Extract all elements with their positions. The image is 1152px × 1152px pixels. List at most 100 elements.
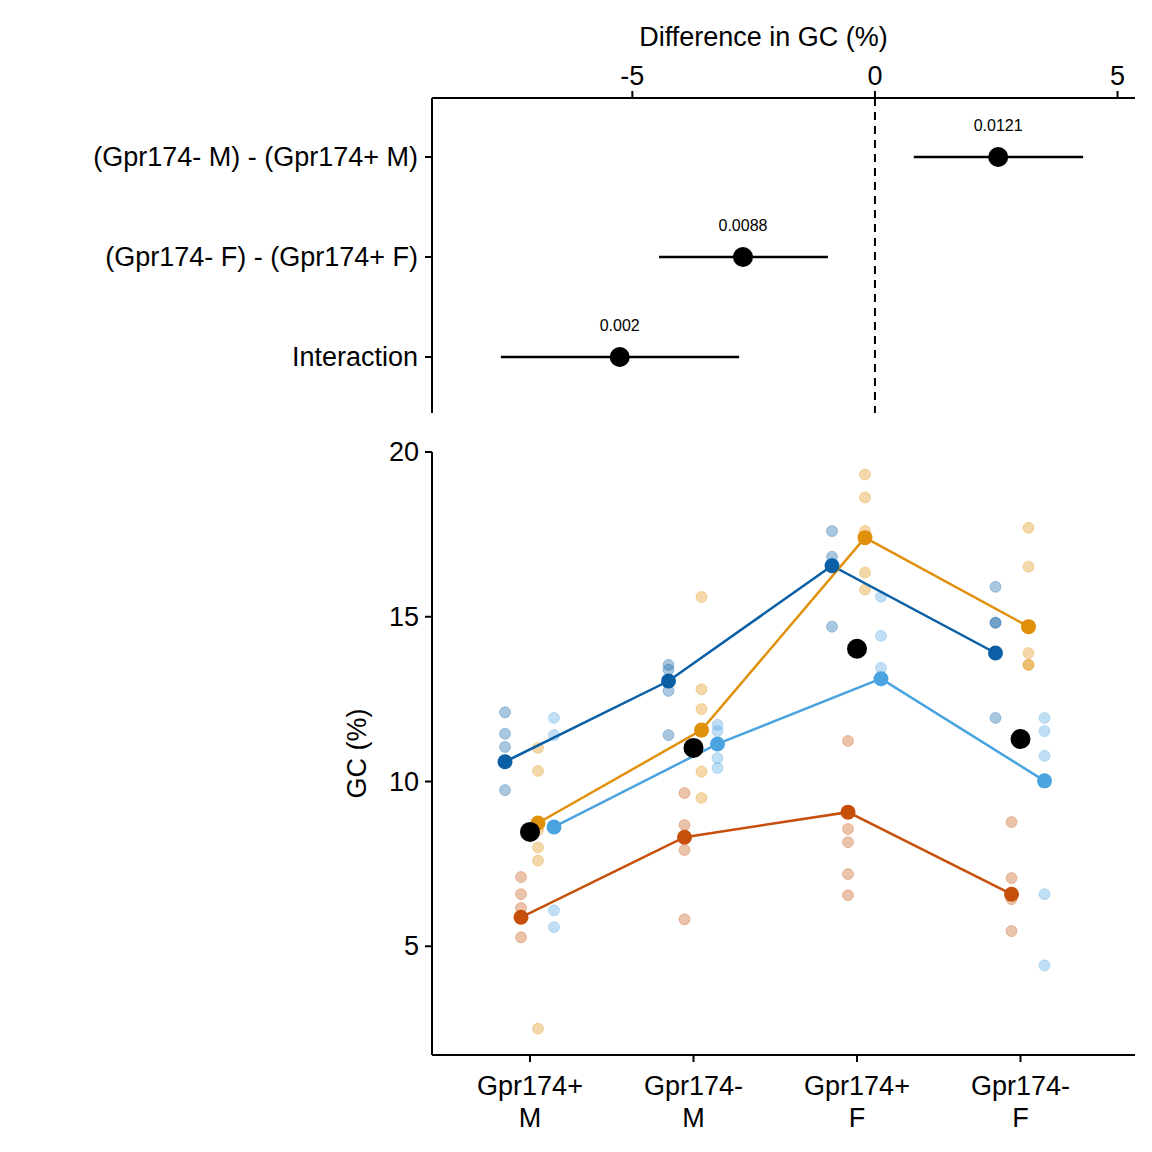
observation [843, 735, 854, 746]
overall-mean [847, 639, 867, 659]
group-mean [694, 723, 709, 738]
observation [500, 728, 511, 739]
observation [516, 872, 527, 883]
observation [860, 567, 871, 578]
group-mean [988, 646, 1003, 661]
observation [990, 581, 1001, 592]
observation [696, 766, 707, 777]
y-tick [425, 781, 432, 783]
series-line [521, 812, 1012, 917]
x-tick [529, 1055, 531, 1062]
x-axis [432, 97, 1135, 99]
observation [712, 726, 723, 737]
observation [990, 617, 1001, 628]
x-tick-label: Gpr174-M [644, 1071, 743, 1133]
x-tick-label: -5 [620, 61, 644, 91]
overall-mean [520, 822, 540, 842]
group-mean [498, 754, 513, 769]
x-tick-label-line: Gpr174+ [804, 1071, 910, 1101]
y-tick [425, 156, 432, 158]
y-tick-label: (Gpr174- F) - (Gpr174+ F) [105, 242, 418, 272]
observation [990, 617, 1001, 628]
group-mean [841, 805, 856, 820]
group-mean [710, 736, 725, 751]
y-tick-label: (Gpr174- M) - (Gpr174+ M) [93, 142, 418, 172]
y-tick-label: 15 [389, 602, 419, 632]
observation [696, 684, 707, 695]
x-tick [1020, 1055, 1022, 1062]
y-tick-label: Interaction [292, 342, 418, 372]
x-tick [631, 91, 633, 98]
observation [1039, 726, 1050, 737]
observation [533, 1023, 544, 1034]
p-value: 0.0088 [719, 217, 768, 234]
x-tick [874, 91, 876, 98]
series-line [505, 566, 996, 762]
observation [549, 712, 560, 723]
group-mean [1004, 887, 1019, 902]
x-tick-label-line: Gpr174- [971, 1071, 1070, 1101]
x-tick-label: 0 [867, 61, 882, 91]
group-mean [547, 819, 562, 834]
observation [1039, 750, 1050, 761]
y-tick [425, 356, 432, 358]
x-tick [693, 1055, 695, 1062]
observation [1023, 659, 1034, 670]
observation [1039, 889, 1050, 900]
observation [1023, 561, 1034, 572]
observation [533, 855, 544, 866]
chart: Difference in GC (%) -5 0 5 (Gpr174- M) - (G… [0, 0, 1152, 1152]
y-axis-label: GC (%) [342, 709, 372, 799]
y-tick-label: 10 [389, 767, 419, 797]
observation [679, 788, 690, 799]
y-tick [425, 451, 432, 453]
observation [827, 621, 838, 632]
x-tick-label-line: F [849, 1103, 866, 1133]
observation [696, 591, 707, 602]
x-tick-label: Gpr174+F [804, 1071, 910, 1133]
observation [663, 730, 674, 741]
estimate [610, 347, 630, 367]
observation [843, 869, 854, 880]
y-axis [431, 98, 433, 413]
series-line [554, 679, 1045, 827]
overall-mean [1011, 729, 1031, 749]
observation [1039, 960, 1050, 971]
x-tick-label-line: Gpr174- [644, 1071, 743, 1101]
x-axis-label: Difference in GC (%) [639, 22, 888, 52]
series-line [538, 538, 1029, 823]
observation [679, 845, 690, 856]
group-mean [825, 558, 840, 573]
observation [843, 837, 854, 848]
observation [860, 492, 871, 503]
observation [1039, 712, 1050, 723]
observation [990, 712, 1001, 723]
observation [516, 889, 527, 900]
overall-mean [684, 738, 704, 758]
observation [860, 469, 871, 480]
y-axis [431, 452, 433, 1055]
marks [501, 98, 1083, 413]
observation [1006, 926, 1017, 937]
observation [1006, 873, 1017, 884]
estimate [988, 147, 1008, 167]
observation [679, 914, 690, 925]
p-value: 0.0121 [974, 117, 1023, 134]
group-mean [858, 530, 873, 545]
x-tick-label-line: M [519, 1103, 542, 1133]
observation [516, 932, 527, 943]
group-mean [1021, 619, 1036, 634]
observation [696, 792, 707, 803]
observation [696, 704, 707, 715]
observation [500, 785, 511, 796]
x-tick-label: 5 [1110, 61, 1125, 91]
x-tick-label-line: M [682, 1103, 705, 1133]
observation [712, 762, 723, 773]
observation [500, 741, 511, 752]
marks [498, 469, 1053, 1034]
y-tick-label: 20 [389, 437, 419, 467]
x-tick-label: Gpr174+M [477, 1071, 583, 1133]
x-tick [856, 1055, 858, 1062]
observation [533, 765, 544, 776]
x-tick-label-line: Gpr174+ [477, 1071, 583, 1101]
